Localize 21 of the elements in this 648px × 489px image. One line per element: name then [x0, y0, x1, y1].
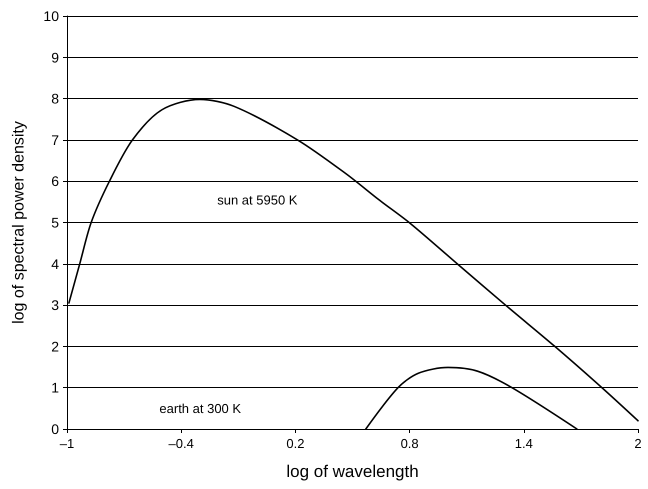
y-tick-label: 8 [51, 90, 60, 107]
y-tick-label: 1 [51, 380, 60, 396]
x-tick-label: –1 [60, 436, 74, 451]
y-tick-label: 5 [51, 214, 60, 230]
y-tick-label: 6 [51, 173, 60, 190]
x-tick-label: 0.8 [400, 436, 419, 451]
y-axis-title: log of spectral power density [10, 121, 28, 324]
y-tick-label: 4 [51, 256, 60, 272]
y-tick-label: 2 [51, 338, 60, 354]
x-tick-label: 0.2 [286, 436, 304, 451]
y-tick-label: 9 [51, 49, 60, 66]
x-tick-label: –0.4 [168, 436, 194, 451]
x-tick-label: 1.4 [514, 436, 533, 451]
y-tick-label: 0 [51, 421, 60, 437]
annotation: sun at 5950 K [217, 192, 298, 208]
y-tick-label: 10 [43, 8, 60, 24]
x-axis-title: log of wavelength [286, 462, 419, 481]
x-tick-label: 2 [634, 436, 642, 451]
y-tick-label: 7 [51, 132, 60, 148]
y-tick-label: 3 [51, 297, 60, 314]
annotation: earth at 300 K [159, 400, 242, 416]
